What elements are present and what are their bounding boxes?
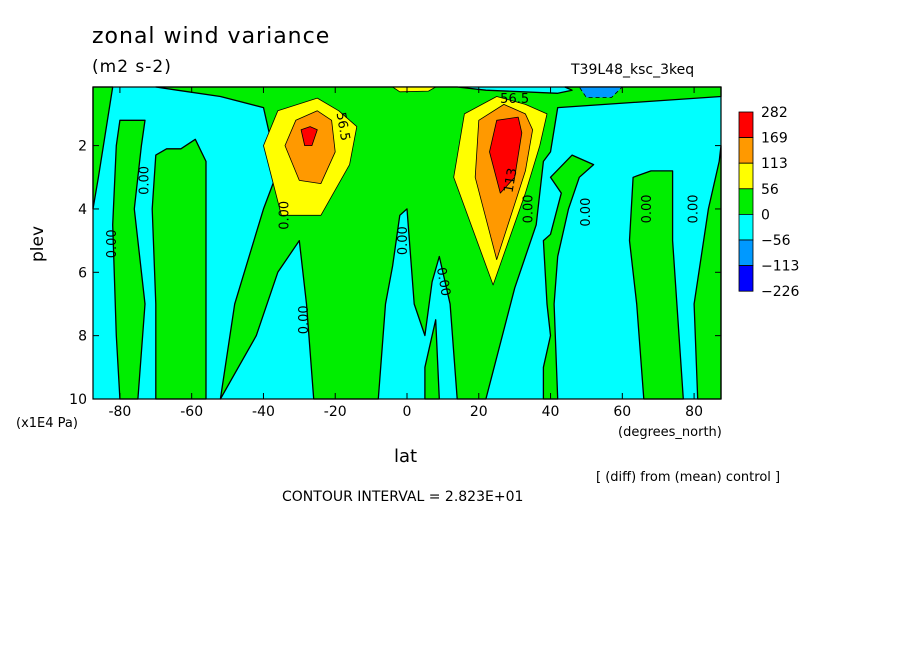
y-axis: 2 4 6 8 10 (69, 139, 721, 408)
legend-label-2: 113 (761, 156, 788, 172)
contour-region-green-2 (151, 138, 207, 400)
x-axis-label: lat (394, 446, 418, 467)
diff-note: [ (diff) from (mean) control ] (596, 470, 781, 485)
contour-region-green-5 (542, 154, 595, 400)
contour-label-12: 0.00 (687, 194, 702, 223)
legend-swatch-1 (738, 137, 754, 164)
y-axis-label: plev (28, 225, 48, 262)
x-tick-label-3: -20 (324, 404, 347, 420)
x-tick-label-6: 40 (542, 404, 560, 420)
legend-label-4: 0 (761, 207, 770, 223)
legend-swatch-4 (738, 213, 754, 241)
legend-swatch-6 (738, 265, 754, 292)
legend-label-6: −113 (761, 259, 799, 275)
contour-region-red-0 (300, 126, 318, 147)
legend-swatch-0 (738, 111, 754, 139)
x-tick-label-5: 20 (470, 404, 488, 420)
contour-region-yellow-2 (392, 86, 437, 93)
legend-swatch-2 (738, 162, 754, 190)
contour-label-0: 56.5 (333, 111, 353, 142)
y-tick-label-4: 10 (69, 392, 87, 408)
x-tick-label-1: -60 (180, 404, 203, 420)
legend-swatch-5 (738, 239, 754, 267)
x-axis: -80 -60 -40 -20 0 20 40 60 80 (108, 87, 703, 420)
y-tick-label-2: 6 (78, 265, 87, 281)
contour-label-1: 56.5 (500, 92, 529, 107)
contour-label-11: 0.00 (640, 194, 655, 223)
y-tick-label-1: 4 (78, 202, 87, 218)
legend-label-5: −56 (761, 233, 791, 249)
contour-region-green-1 (112, 119, 146, 400)
contour-interval: CONTOUR INTERVAL = 2.823E+01 (282, 489, 524, 505)
contour-label-10: 0.00 (579, 198, 594, 227)
contour-label-4: 0.00 (105, 229, 120, 258)
color-legend: 282 169 113 56 0 −56 −113 −226 (738, 105, 800, 300)
contour-regions (92, 86, 722, 400)
contour-label-2: 113 (502, 167, 521, 194)
contour-region-red-1 (489, 116, 523, 194)
contour-label-9: 0.00 (522, 194, 537, 223)
x-tick-label-0: -80 (108, 404, 131, 420)
chart-units: (m2 s-2) (92, 57, 172, 77)
legend-swatch-3 (738, 188, 754, 215)
chart-title: zonal wind variance (92, 24, 331, 49)
contour-label-3: 0.00 (138, 166, 153, 195)
contour-region-green-6 (628, 170, 684, 400)
contour-label-7: 0.00 (396, 226, 411, 255)
y-tick-label-0: 2 (78, 139, 87, 155)
contour-label-8: 0.00 (433, 266, 453, 297)
y-tick-label-3: 8 (78, 329, 87, 345)
legend-label-7: −226 (761, 284, 800, 300)
x-tick-label-8: 80 (685, 404, 703, 420)
legend-label-3: 56 (761, 182, 779, 198)
x-tick-label-4: 0 (403, 404, 412, 420)
legend-label-1: 169 (761, 131, 788, 147)
x-axis-units: (degrees_north) (618, 425, 722, 440)
experiment-name: T39L48_ksc_3keq (571, 62, 695, 78)
contour-region-orange-0 (284, 110, 336, 185)
x-tick-label-2: -40 (252, 404, 275, 420)
x-tick-label-7: 60 (613, 404, 631, 420)
contour-label-5: 0.00 (277, 201, 292, 230)
legend-label-0: 282 (761, 105, 788, 121)
y-axis-units: (x1E4 Pa) (16, 416, 78, 431)
contour-label-6: 0.00 (297, 305, 312, 334)
